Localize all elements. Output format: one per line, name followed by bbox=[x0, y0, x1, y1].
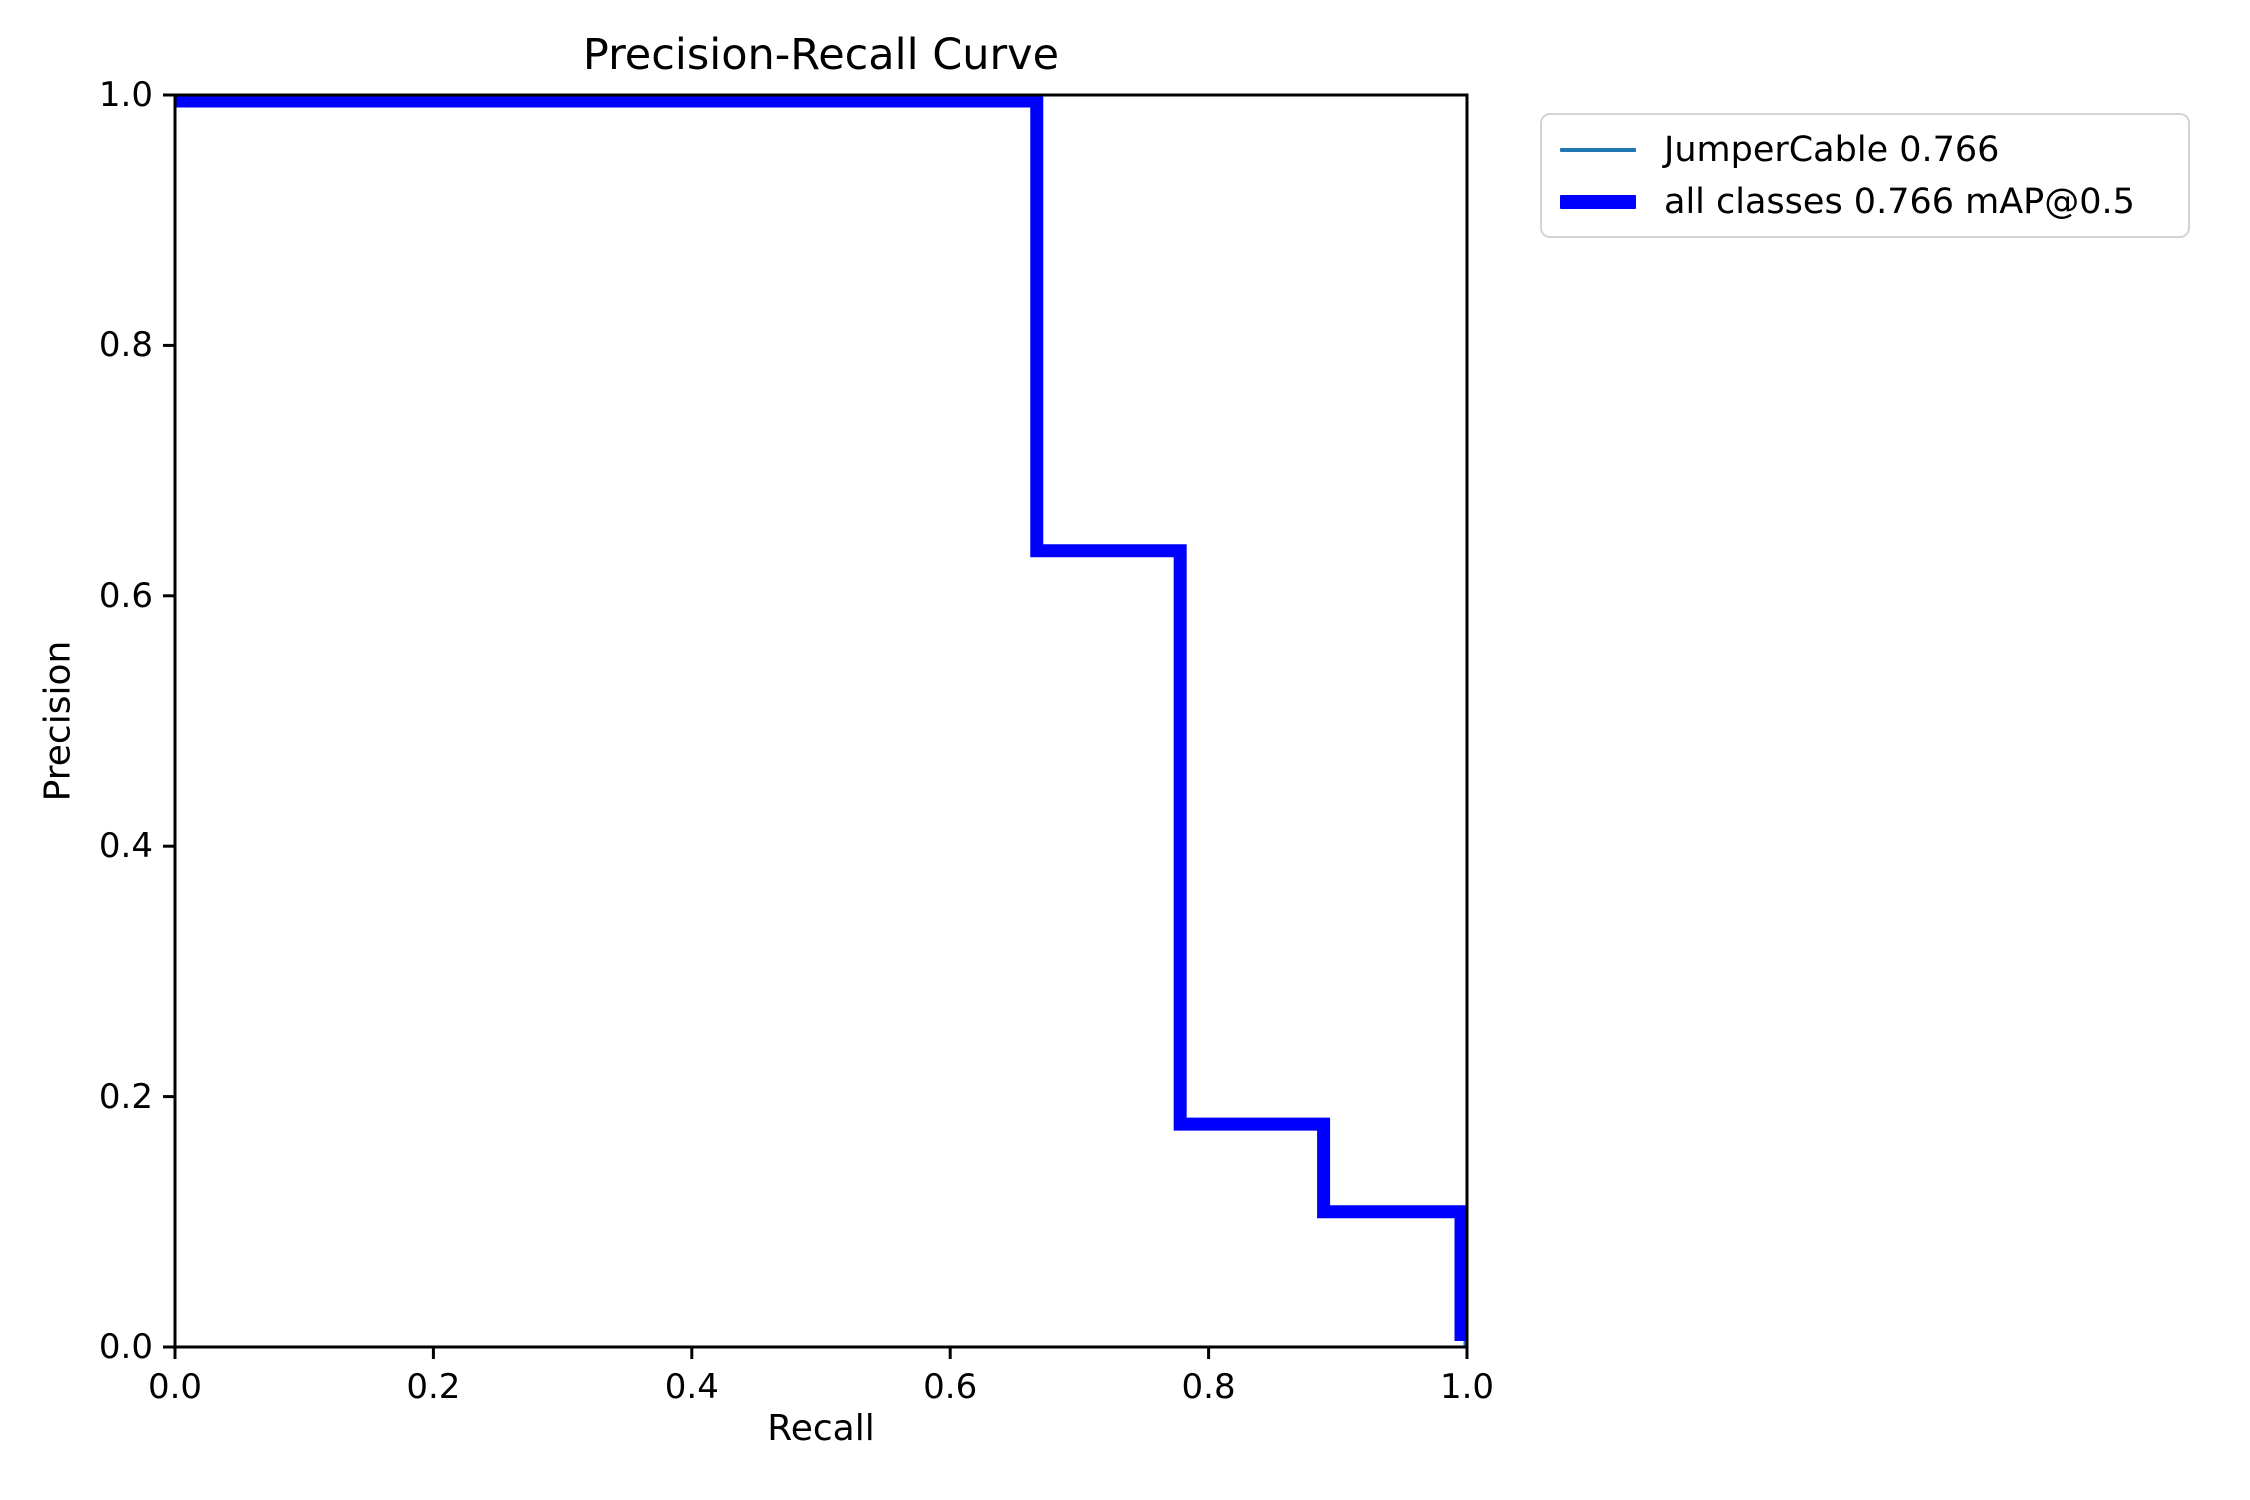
y-tick-label: 0.6 bbox=[98, 575, 153, 616]
x-tick-label: 0.0 bbox=[147, 1367, 203, 1407]
x-tick-label: 1.0 bbox=[1439, 1367, 1495, 1407]
y-tick-label: 0.2 bbox=[98, 1076, 153, 1117]
pr-curve-class-line bbox=[175, 94, 1468, 1346]
x-tick-label: 0.6 bbox=[923, 1367, 978, 1407]
legend-label-all-classes: all classes 0.766 mAP@0.5 bbox=[1664, 181, 2135, 222]
y-tick-label: 0.0 bbox=[98, 1327, 153, 1367]
y-axis-label-text: Precision bbox=[37, 640, 79, 802]
x-tick-label: 0.2 bbox=[406, 1367, 461, 1407]
y-tick-label: 0.4 bbox=[98, 826, 153, 867]
pr-curve-all-classes-line bbox=[175, 94, 1468, 1341]
x-axis-label: Recall bbox=[767, 1408, 875, 1449]
y-tick-label: 0.8 bbox=[98, 325, 153, 366]
legend-label-jumpercable: JumperCable 0.766 bbox=[1664, 129, 2000, 170]
legend-line-swatch-thick bbox=[1560, 194, 1636, 209]
legend-row-all-classes: all classes 0.766 mAP@0.5 bbox=[1560, 176, 2170, 228]
x-tick-label: 0.8 bbox=[1181, 1367, 1236, 1407]
chart-title: Precision-Recall Curve bbox=[582, 30, 1060, 80]
x-tick-label: 0.4 bbox=[664, 1367, 719, 1407]
plot-frame bbox=[173, 93, 1469, 1349]
legend-row-jumpercable: JumperCable 0.766 bbox=[1560, 124, 2170, 176]
legend-line-swatch-thin bbox=[1560, 147, 1636, 152]
legend: JumperCable 0.766 all classes 0.766 mAP@… bbox=[1540, 113, 2190, 238]
y-tick-label: 1.0 bbox=[98, 75, 153, 115]
